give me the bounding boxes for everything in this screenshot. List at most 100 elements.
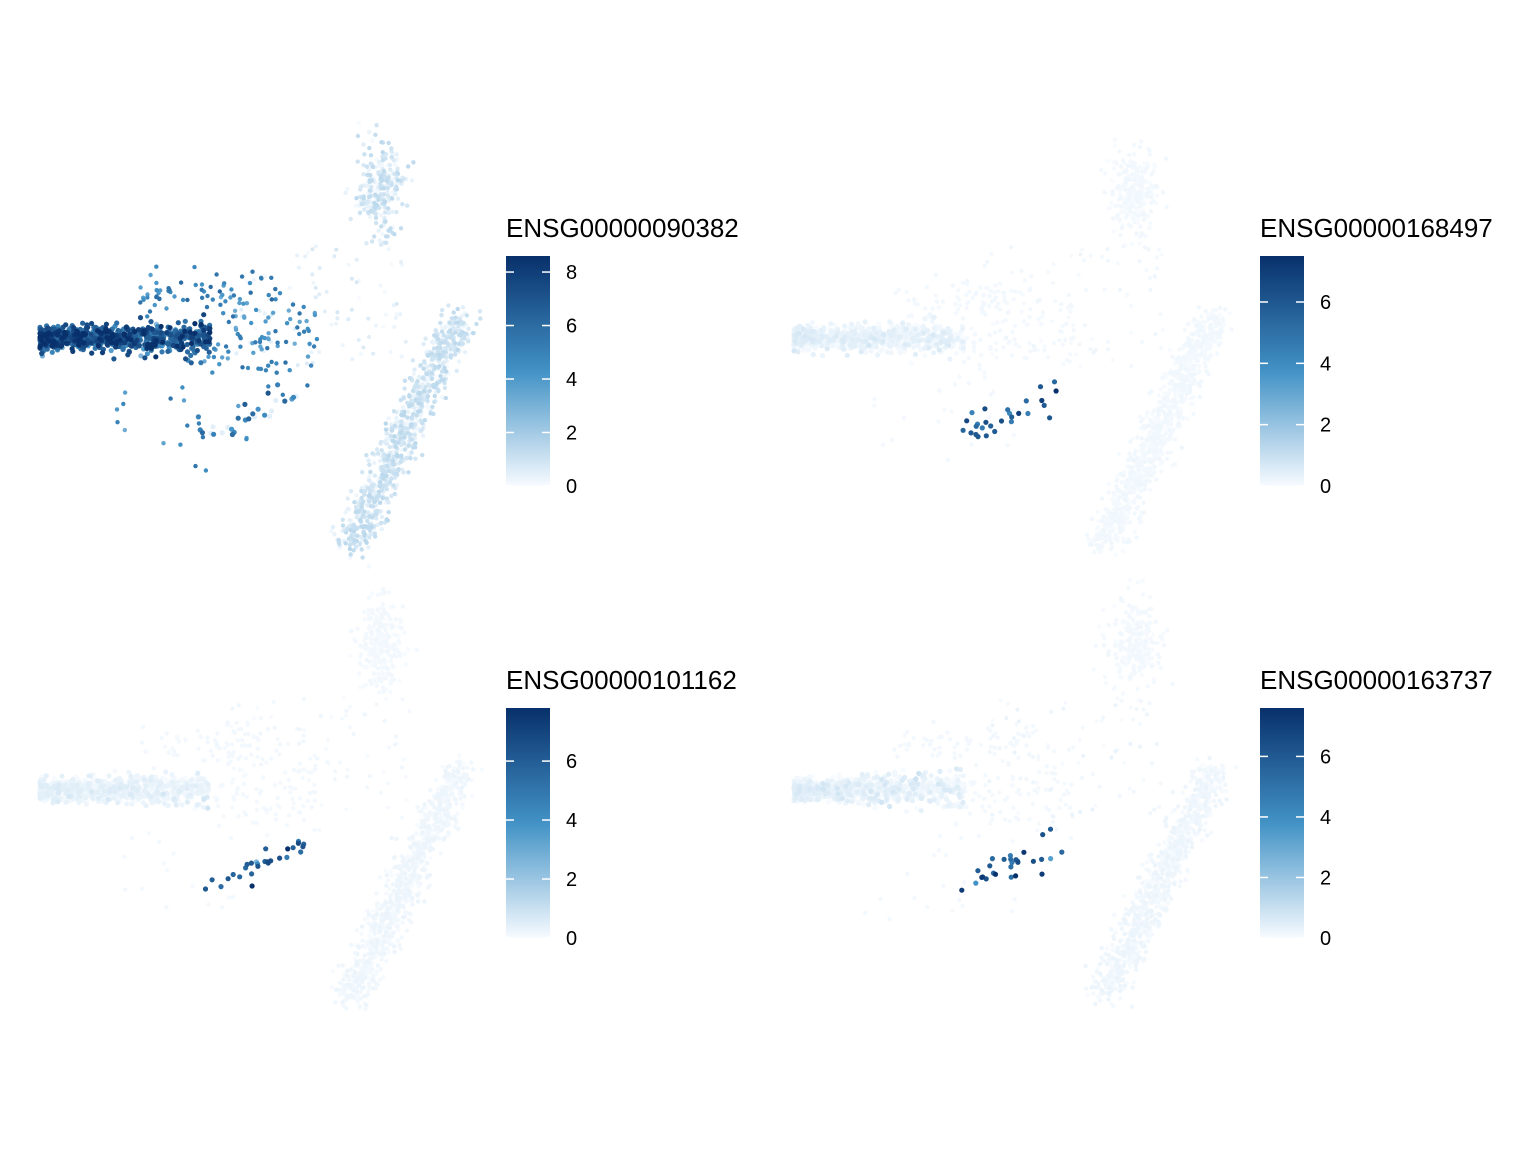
data-point xyxy=(1138,139,1144,144)
data-point xyxy=(381,192,387,197)
data-point xyxy=(346,262,351,267)
data-point xyxy=(371,908,376,914)
data-point xyxy=(348,535,354,540)
data-point xyxy=(454,368,459,374)
data-point xyxy=(394,301,399,306)
data-point xyxy=(1223,307,1228,312)
data-point xyxy=(866,326,872,332)
data-point xyxy=(828,321,834,327)
data-point xyxy=(911,297,917,302)
data-point xyxy=(178,280,184,285)
data-point xyxy=(1039,397,1045,404)
data-point xyxy=(1199,352,1204,357)
data-point xyxy=(927,312,933,318)
data-point xyxy=(395,454,400,459)
data-point xyxy=(1146,247,1151,252)
data-point xyxy=(1170,370,1175,375)
data-point xyxy=(401,176,406,181)
data-point xyxy=(1195,339,1200,344)
data-point xyxy=(1185,354,1190,360)
data-point xyxy=(871,325,877,331)
data-point xyxy=(1084,532,1090,538)
data-point xyxy=(1170,379,1175,384)
data-point xyxy=(306,328,311,334)
data-point xyxy=(1138,419,1144,424)
data-point xyxy=(341,696,346,701)
data-point xyxy=(982,406,988,412)
data-point xyxy=(971,345,977,350)
data-point xyxy=(1192,317,1197,322)
data-point xyxy=(1207,316,1212,321)
data-point xyxy=(1123,176,1129,181)
data-point xyxy=(374,512,379,517)
data-point xyxy=(439,325,444,330)
data-point xyxy=(1156,412,1162,417)
data-point xyxy=(1009,245,1014,250)
data-point xyxy=(266,384,271,389)
data-point xyxy=(217,289,222,294)
data-point xyxy=(1128,159,1133,164)
data-point xyxy=(1138,224,1143,229)
data-point xyxy=(168,332,174,338)
data-point xyxy=(1202,360,1207,366)
data-point xyxy=(378,213,384,218)
data-point xyxy=(178,442,183,447)
data-point xyxy=(400,405,406,410)
data-point xyxy=(1121,244,1126,249)
data-point xyxy=(402,435,407,440)
data-point xyxy=(435,345,440,351)
data-point xyxy=(931,314,937,320)
data-point xyxy=(954,332,959,337)
data-point xyxy=(1141,186,1147,191)
data-point xyxy=(395,196,401,201)
data-point xyxy=(1159,469,1164,474)
data-point xyxy=(1001,345,1006,350)
data-point xyxy=(373,220,379,226)
data-point xyxy=(385,193,391,198)
data-point xyxy=(288,316,293,322)
data-point xyxy=(1161,440,1166,445)
data-point xyxy=(920,330,926,336)
data-point xyxy=(381,770,386,775)
data-point xyxy=(324,289,329,294)
data-point xyxy=(964,418,970,424)
data-point xyxy=(1137,241,1143,246)
data-point xyxy=(210,297,215,302)
data-point xyxy=(1106,258,1111,263)
data-point xyxy=(378,439,384,445)
data-point xyxy=(1126,187,1132,193)
data-point xyxy=(1139,340,1144,344)
data-point xyxy=(456,323,461,329)
data-point xyxy=(145,344,151,350)
data-point xyxy=(375,522,380,528)
data-point xyxy=(416,401,421,406)
data-point xyxy=(376,228,381,233)
data-point xyxy=(438,373,443,379)
data-point xyxy=(1209,336,1214,341)
data-point xyxy=(145,314,150,319)
data-point xyxy=(1111,501,1116,506)
data-point xyxy=(967,289,972,294)
data-point xyxy=(290,394,297,400)
data-point xyxy=(477,309,483,314)
data-point xyxy=(304,318,309,324)
data-point xyxy=(121,401,126,407)
data-point xyxy=(863,349,869,355)
data-point xyxy=(39,350,45,356)
data-point xyxy=(355,159,360,164)
data-point xyxy=(305,354,311,359)
data-point xyxy=(166,286,171,291)
data-point xyxy=(992,428,998,435)
data-point xyxy=(76,342,82,348)
data-point xyxy=(972,349,977,354)
data-point xyxy=(965,278,970,283)
data-point xyxy=(275,340,280,345)
data-point xyxy=(366,493,372,499)
data-point xyxy=(383,421,388,426)
data-point xyxy=(366,510,371,516)
data-point xyxy=(1129,176,1134,182)
data-point xyxy=(365,518,370,524)
data-point xyxy=(378,480,383,485)
data-point xyxy=(188,340,195,346)
data-point xyxy=(988,347,994,352)
